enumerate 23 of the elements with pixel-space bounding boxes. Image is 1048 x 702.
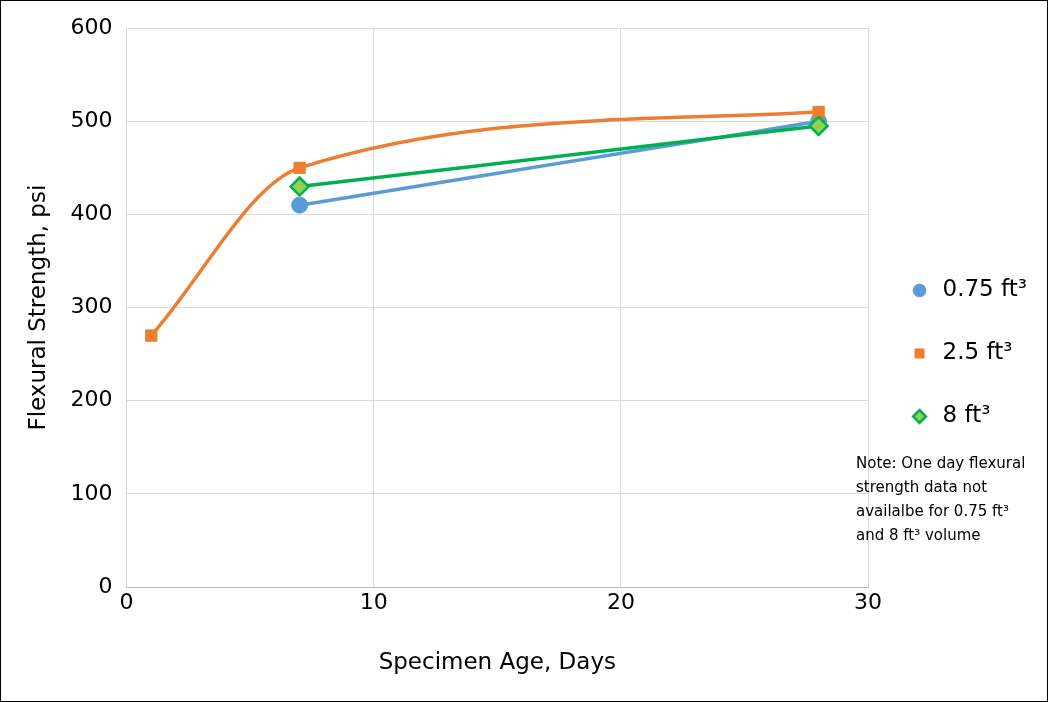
y-tick-label: 200 [70, 386, 113, 412]
x-tick-label: 0 [119, 588, 134, 614]
legend-label: 8 ft³ [942, 401, 991, 428]
legend-label: 0.75 ft³ [942, 275, 1027, 302]
x-tick-label: 10 [359, 588, 388, 614]
y-tick-label: 400 [70, 200, 113, 226]
y-tick-label: 100 [70, 479, 113, 505]
point [812, 105, 825, 119]
point [293, 161, 306, 175]
point [145, 329, 158, 342]
x-tick-label: 20 [606, 588, 635, 614]
point [808, 115, 829, 137]
x-axis-title: Specimen Age, Days [378, 648, 616, 675]
legend-label: 2.5 ft³ [942, 338, 1013, 365]
y-tick-label: 500 [70, 107, 113, 133]
point [291, 196, 309, 214]
y-axis-title: Flexural Strength, psi [23, 184, 50, 431]
y-tick-label: 0 [98, 572, 113, 598]
y-tick-label: 600 [70, 13, 113, 39]
y-tick-label: 300 [70, 293, 113, 319]
x-tick-label: 30 [854, 588, 883, 614]
point [289, 176, 310, 197]
annotation: Note: One day flexural strength data not availalbe for 0.75 ft³ and 8 ft³ volume [856, 453, 1027, 546]
